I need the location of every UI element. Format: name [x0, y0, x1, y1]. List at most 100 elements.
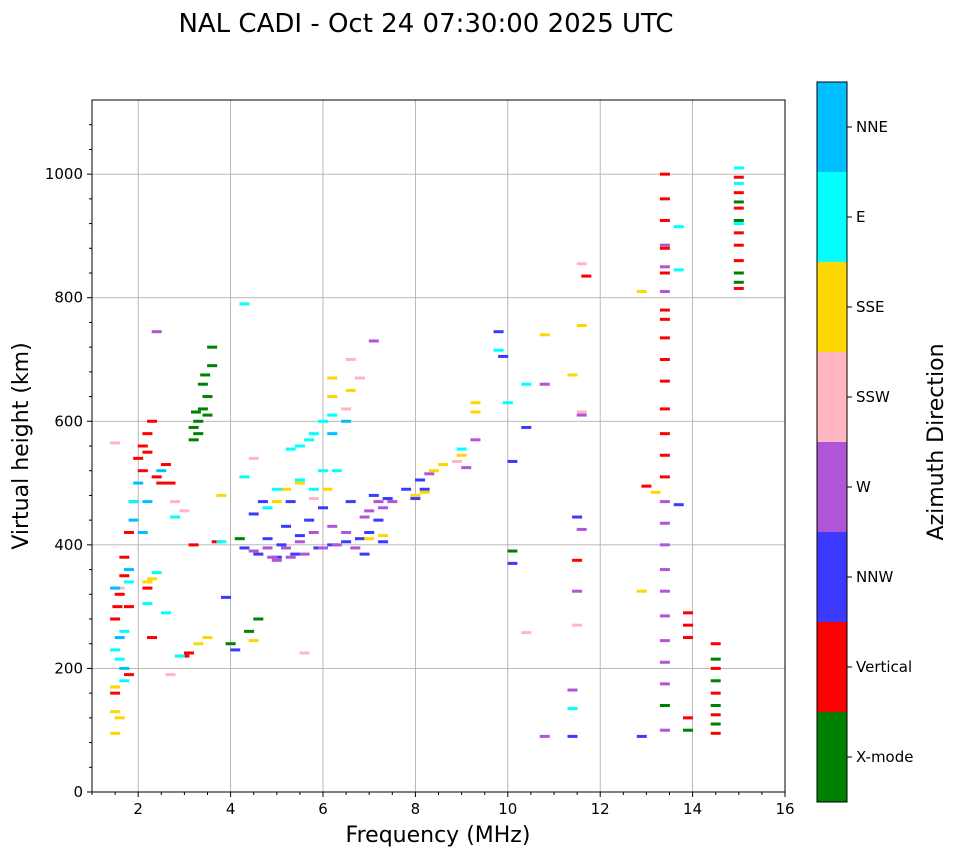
data-point-w — [387, 500, 398, 504]
data-point-vertical — [137, 469, 148, 473]
data-point-vertical — [710, 713, 721, 717]
colorbar-label: SSE — [856, 298, 885, 316]
data-point-w — [373, 500, 384, 504]
data-point-x-mode — [188, 438, 199, 442]
data-point-vertical — [659, 317, 670, 321]
data-point-e — [239, 302, 250, 306]
data-point-nnw — [493, 330, 504, 334]
data-point-e — [733, 181, 744, 185]
data-point-vertical — [142, 586, 153, 590]
data-point-nne — [156, 469, 167, 473]
data-point-sse — [110, 710, 121, 714]
chart-title: NAL CADI - Oct 24 07:30:00 2025 UTC — [178, 9, 673, 39]
data-point-nnw — [304, 518, 315, 522]
data-point-e — [119, 679, 130, 683]
y-tick-label: 1000 — [45, 165, 83, 183]
data-point-ssw — [345, 358, 356, 361]
data-point-vertical — [151, 475, 162, 479]
data-point-vertical — [160, 463, 171, 467]
data-point-w — [461, 466, 472, 470]
data-point-vertical — [733, 231, 744, 235]
data-point-x-mode — [197, 407, 208, 411]
colorbar-label: E — [856, 208, 865, 226]
data-point-nne — [133, 481, 144, 485]
data-point-vertical — [733, 175, 744, 179]
data-point-w — [659, 568, 670, 572]
colorbar-border — [816, 81, 848, 803]
data-point-sse — [327, 395, 338, 399]
colorbar-label: SSW — [856, 388, 890, 406]
data-point-w — [567, 688, 578, 692]
data-point-x-mode — [733, 271, 744, 275]
data-point-x-mode — [682, 728, 693, 732]
y-axis-label: Virtual height (km) — [9, 342, 34, 549]
data-point-e — [318, 419, 328, 423]
data-point-sse — [294, 481, 305, 485]
data-point-x-mode — [710, 722, 721, 726]
data-point-e — [567, 707, 578, 711]
y-tick-label: 200 — [54, 659, 83, 677]
data-point-vertical — [710, 731, 721, 735]
data-point-vertical — [710, 642, 721, 646]
data-point-w — [364, 509, 375, 513]
data-point-sse — [410, 493, 421, 497]
data-point-x-mode — [710, 679, 721, 683]
y-tick-label: 600 — [54, 412, 83, 430]
data-point-nnw — [276, 543, 287, 547]
data-point-nnw — [239, 546, 250, 550]
data-point-e — [151, 571, 162, 575]
data-point-vertical — [581, 274, 592, 278]
data-point-x-mode — [193, 419, 204, 423]
data-point-nne — [341, 419, 352, 423]
data-point-e — [308, 432, 319, 436]
x-tick-label: 8 — [411, 800, 421, 818]
data-point-vertical — [733, 206, 744, 210]
y-tick-label: 400 — [54, 536, 83, 554]
data-point-w — [659, 660, 670, 664]
colorbar-segment — [817, 262, 847, 352]
y-tick-label: 0 — [73, 783, 83, 801]
colorbar-segment — [817, 352, 847, 442]
data-point-e — [456, 447, 467, 451]
data-point-x-mode — [207, 345, 218, 349]
data-point-w — [659, 682, 670, 686]
data-point-x-mode — [225, 642, 236, 646]
data-point-x-mode — [207, 364, 218, 368]
data-point-x-mode — [710, 704, 721, 707]
x-tick-label: 12 — [591, 800, 610, 818]
data-point-e — [174, 654, 185, 658]
colorbar-label: NNE — [856, 118, 888, 136]
data-point-ssw — [110, 441, 121, 445]
data-point-sse — [110, 685, 121, 689]
data-point-e — [294, 444, 305, 448]
data-point-sse — [110, 731, 121, 735]
data-point-ssw — [248, 456, 259, 460]
data-point-vertical — [112, 605, 123, 609]
x-tick-label: 2 — [133, 800, 143, 818]
data-point-vertical — [110, 691, 121, 695]
data-point-x-mode — [253, 617, 264, 621]
x-tick-label: 6 — [318, 800, 328, 818]
data-point-vertical — [659, 336, 670, 340]
data-point-ssw — [341, 407, 352, 411]
data-point-w — [378, 506, 389, 510]
data-point-e — [216, 540, 227, 544]
data-point-nnw — [507, 459, 518, 463]
data-point-nnw — [262, 537, 273, 541]
x-axis-label: Frequency (MHz) — [346, 823, 531, 848]
data-point-w — [659, 543, 670, 547]
data-point-vertical — [142, 450, 153, 454]
data-point-e — [331, 469, 342, 473]
data-point-w — [308, 531, 319, 534]
data-point-vertical — [119, 555, 130, 559]
data-point-nnw — [401, 487, 412, 491]
data-point-e — [327, 413, 338, 417]
data-point-vertical — [184, 651, 195, 655]
data-point-nnw — [673, 503, 684, 507]
data-point-w — [659, 728, 670, 732]
data-point-vertical — [682, 611, 693, 615]
data-point-w — [576, 413, 587, 417]
data-point-vertical — [659, 172, 670, 176]
y-axis-ticks: 0 200 400 600 800 1000 — [45, 124, 92, 801]
